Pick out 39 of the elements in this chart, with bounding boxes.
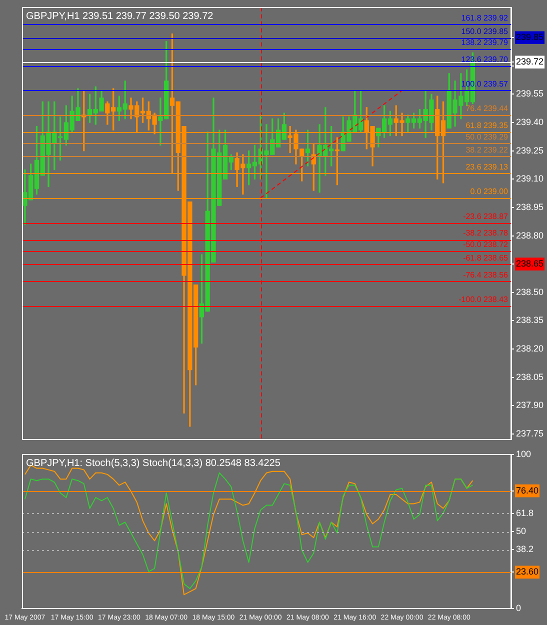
ref-line-label: 50.0 239.29 xyxy=(466,132,509,142)
y-tick-label: 238.20 xyxy=(516,343,544,354)
y-tick-label: 239.85 xyxy=(516,32,544,42)
y-tick-label: 38.2 xyxy=(516,544,534,554)
y-tick-label: 238.95 xyxy=(516,202,544,212)
chart-title: GBPJPY,H1 239.51 239.77 239.50 239.72 xyxy=(26,11,214,22)
ref-line-label: 138.2 239.79 xyxy=(461,38,509,48)
ref-line-label: 23.6 239.13 xyxy=(466,162,509,172)
y-tick-label: 238.65 xyxy=(516,258,544,269)
chart-title: GBPJPY,H1: Stoch(5,3,3) Stoch(14,3,3) 80.2548 83.4225 xyxy=(26,458,281,470)
y-tick-label: 239.10 xyxy=(516,174,544,184)
y-tick-label: 237.75 xyxy=(516,428,544,438)
ref-line-label: 150.0 239.85 xyxy=(461,26,509,36)
ref-line-label: 76.4 239.44 xyxy=(466,104,509,114)
ref-line-label: 61.8 239.35 xyxy=(466,121,509,130)
ref-line-label: -38.2 238.78 xyxy=(463,228,509,238)
ref-line-label: -76.4 238.56 xyxy=(463,270,509,280)
y-tick-label: 0 xyxy=(516,603,522,614)
y-tick-label: 239.55 xyxy=(516,88,544,99)
y-tick-label: 23.60 xyxy=(516,566,539,577)
ref-line-label: 38.2 239.22 xyxy=(466,146,509,155)
y-tick-label: 61.8 xyxy=(516,508,534,518)
y-tick-label: 100 xyxy=(516,448,532,459)
y-tick-label: 238.35 xyxy=(516,315,544,326)
ref-line-label: -50.0 238.72 xyxy=(463,240,509,250)
ref-line-label: 0.0 239.00 xyxy=(470,187,509,196)
y-tick-label: 238.80 xyxy=(516,230,544,240)
y-tick-label: 76.40 xyxy=(516,485,539,496)
y-tick-label: 50 xyxy=(516,526,526,536)
y-tick-label: 239.40 xyxy=(516,117,544,128)
y-tick-label: 238.50 xyxy=(516,286,544,297)
ref-line-label: 161.8 239.92 xyxy=(461,14,509,23)
y-tick-label: 239.72 xyxy=(516,56,544,67)
y-tick-label: 237.90 xyxy=(516,400,544,410)
y-tick-label: 239.25 xyxy=(516,145,544,156)
ref-line-label: -61.8 238.65 xyxy=(463,253,509,262)
y-tick-label: 238.05 xyxy=(516,372,544,382)
ref-line-label: -23.6 238.87 xyxy=(463,212,509,221)
ref-line-label: -100.0 238.43 xyxy=(458,294,509,304)
